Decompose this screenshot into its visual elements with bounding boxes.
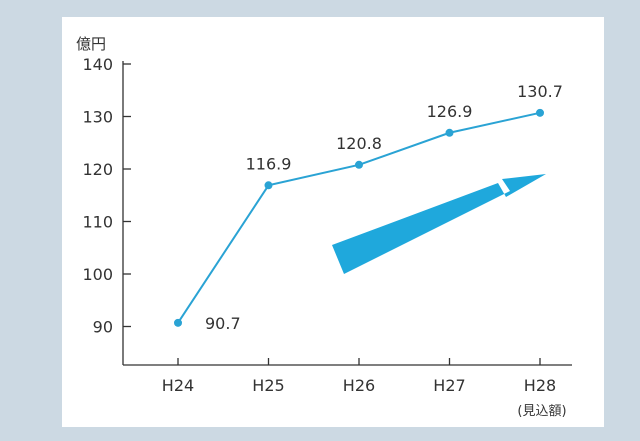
data-label: 130.7 (517, 82, 563, 101)
data-point (355, 160, 363, 169)
series-line (174, 108, 544, 327)
data-point (445, 128, 454, 137)
data-labels: 90.7 116.9 120.8 126.9 130.7 (205, 82, 563, 333)
x-axis-category-note: (見込額) (517, 404, 566, 419)
data-label: 116.9 (246, 154, 292, 173)
y-tick-label: 90 (93, 318, 113, 337)
trend-arrow-icon (332, 174, 546, 274)
data-label: 120.8 (336, 134, 382, 153)
y-tick-label: 130 (82, 108, 113, 127)
y-tick-label: 100 (82, 265, 113, 284)
y-tick-label: 140 (82, 55, 113, 74)
data-point (174, 318, 182, 327)
x-tick-label: H24 (162, 376, 194, 395)
data-point (536, 108, 544, 117)
x-tick-label: H27 (433, 376, 465, 395)
y-axis-ticks: 90 100 110 120 130 140 (82, 55, 131, 337)
x-axis-ticks: H24 H25 H26 H27 H28 (162, 358, 556, 395)
y-tick-label: 120 (82, 160, 113, 179)
x-tick-label: H26 (343, 376, 375, 395)
axes (122, 61, 572, 366)
chart-panel: 億円 90 100 110 120 130 140 H24 H25 H26 H27 H28 90.… (62, 17, 604, 427)
y-axis-unit-label: 億円 (76, 35, 106, 53)
x-tick-label: H25 (252, 376, 284, 395)
line-chart: 億円 90 100 110 120 130 140 H24 H25 H26 H27 H28 90.… (76, 35, 572, 419)
y-tick-label: 110 (82, 213, 113, 232)
data-point (264, 181, 273, 190)
data-label: 90.7 (205, 314, 241, 333)
x-tick-label: H28 (524, 376, 556, 395)
data-label: 126.9 (427, 102, 473, 121)
